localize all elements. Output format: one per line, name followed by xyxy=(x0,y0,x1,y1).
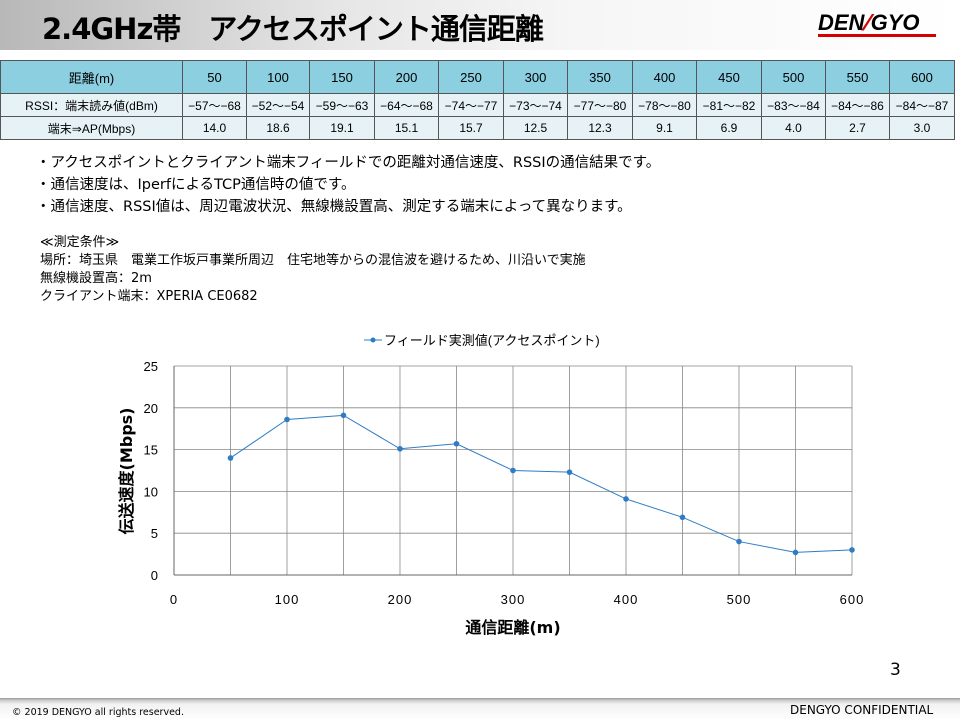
data-point xyxy=(340,412,347,419)
x-tick-label: 100 xyxy=(275,592,300,607)
distance-cell: 250 xyxy=(438,60,504,94)
logo-underline xyxy=(818,34,936,37)
throughput-cell: 12.5 xyxy=(503,116,568,140)
data-point xyxy=(566,469,573,475)
distance-cell: 550 xyxy=(825,60,890,94)
distance-cell: 200 xyxy=(374,60,439,94)
rssi-cell: −81〜−82 xyxy=(696,93,762,117)
data-point xyxy=(510,467,516,474)
rssi-cell: −57〜−68 xyxy=(182,93,247,117)
distance-cell: 450 xyxy=(696,60,762,94)
measurement-table: 距離(m) 50 100 150 200 250 300 350 400 450… xyxy=(0,60,955,140)
data-point xyxy=(736,538,742,545)
confidential-text: DENGYO CONFIDENTIAL xyxy=(790,703,934,717)
data-point xyxy=(792,549,799,556)
footer-bar xyxy=(0,698,960,720)
throughput-cell: 9.1 xyxy=(632,116,697,140)
distance-cell: 100 xyxy=(246,60,310,94)
table-row-throughput: 端末⇒AP(Mbps) 14.0 18.6 19.1 15.1 15.7 12.… xyxy=(0,116,955,140)
x-axis-label: 通信距離(m) xyxy=(465,618,560,637)
rssi-cell: −84〜−86 xyxy=(825,93,890,117)
x-tick-label: 300 xyxy=(501,592,526,607)
throughput-cell: 3.0 xyxy=(889,116,955,140)
note-item: ・通信速度は、IperfによるTCP通信時の値です。 xyxy=(36,177,356,193)
throughput-cell: 19.1 xyxy=(309,116,375,140)
chart-legend: フィールド実測値(アクセスポイント) xyxy=(364,333,600,348)
distance-cell: 50 xyxy=(182,60,247,94)
rssi-cell: −77〜−80 xyxy=(567,93,633,117)
title-bar: 2.4GHz帯 アクセスポイント通信距離 DEN/GYO xyxy=(0,0,960,50)
throughput-cell: 15.7 xyxy=(438,116,504,140)
rssi-cell: −74〜−77 xyxy=(438,93,504,117)
rssi-cell: −59〜−63 xyxy=(309,93,375,117)
rssi-cell: −52〜−54 xyxy=(246,93,310,117)
measurement-conditions: ≪測定条件≫ 場所：埼玉県 電業工作坂戸事業所周辺 住宅地等からの混信波を避ける… xyxy=(40,234,586,306)
y-axis-label: 伝送速度(Mbps) xyxy=(117,408,136,535)
table-row-distance: 距離(m) 50 100 150 200 250 300 350 400 450… xyxy=(0,60,955,94)
data-point xyxy=(453,440,460,447)
row-header-throughput: 端末⇒AP(Mbps) xyxy=(0,116,183,140)
throughput-cell: 18.6 xyxy=(246,116,310,140)
throughput-cell: 6.9 xyxy=(696,116,762,140)
rssi-cell: −64〜−68 xyxy=(374,93,439,117)
rssi-cell: −73〜−74 xyxy=(503,93,568,117)
data-points xyxy=(227,412,855,556)
rssi-cell: −78〜−80 xyxy=(632,93,697,117)
notes-list: ・アクセスポイントとクライアント端末フィールドでの距離対通信速度、RSSIの通信… xyxy=(36,152,660,218)
data-point xyxy=(397,445,403,452)
rssi-cell: −84〜−87 xyxy=(889,93,955,117)
x-tick-label: 0 xyxy=(170,592,178,607)
y-tick-label: 0 xyxy=(151,568,158,583)
distance-cell: 350 xyxy=(567,60,633,94)
chart-grid xyxy=(173,365,853,576)
data-point xyxy=(227,455,234,461)
throughput-chart: フィールド実測値(アクセスポイント) 0 100 200 300 400 500 600 0… xyxy=(117,333,865,637)
legend-label: フィールド実測値(アクセスポイント) xyxy=(384,333,600,348)
throughput-cell: 15.1 xyxy=(374,116,439,140)
y-tick-label: 20 xyxy=(144,401,158,416)
y-tick-label: 15 xyxy=(144,443,158,458)
data-point xyxy=(849,547,855,553)
row-header-rssi: RSSI：端末読み値(dBm) xyxy=(0,93,183,117)
y-tick-label: 5 xyxy=(151,526,158,541)
condition-height: 無線機設置高：2m xyxy=(40,271,152,286)
series-line xyxy=(230,414,853,553)
throughput-cell: 12.3 xyxy=(567,116,633,140)
x-tick-label: 200 xyxy=(388,592,413,607)
throughput-cell: 14.0 xyxy=(182,116,247,140)
note-item: ・通信速度、RSSI値は、周辺電波状況、無線機設置高、測定する端末によって異なり… xyxy=(36,199,632,215)
throughput-cell: 4.0 xyxy=(761,116,826,140)
throughput-cell: 2.7 xyxy=(825,116,890,140)
data-point xyxy=(679,514,686,521)
chart-axes xyxy=(173,366,852,576)
legend-marker xyxy=(370,337,376,343)
page-number: 3 xyxy=(890,660,901,680)
y-tick-label: 25 xyxy=(144,359,158,374)
data-point xyxy=(623,496,629,502)
distance-cell: 400 xyxy=(632,60,697,94)
x-tick-label: 400 xyxy=(614,592,639,607)
x-tick-label: 500 xyxy=(727,592,752,607)
condition-location: 場所：埼玉県 電業工作坂戸事業所周辺 住宅地等からの混信波を避けるため、川沿いで… xyxy=(40,253,586,268)
dengyo-logo: DEN/GYO xyxy=(818,10,920,35)
copyright-text: © 2019 DENGYO all rights reserved. xyxy=(12,707,184,718)
page-title: 2.4GHz帯 アクセスポイント通信距離 xyxy=(42,12,544,46)
x-tick-labels: 0 100 200 300 400 500 600 xyxy=(170,592,865,607)
distance-cell: 300 xyxy=(503,60,568,94)
conditions-heading: ≪測定条件≫ xyxy=(40,235,120,250)
condition-client: クライアント端末：XPERIA CE0682 xyxy=(40,289,258,304)
distance-cell: 150 xyxy=(309,60,375,94)
distance-cell: 500 xyxy=(761,60,826,94)
row-header-distance: 距離(m) xyxy=(0,60,183,94)
y-tick-labels: 0 5 10 15 20 25 xyxy=(144,359,158,583)
y-tick-label: 10 xyxy=(144,484,158,499)
distance-cell: 600 xyxy=(889,60,955,94)
x-tick-label: 600 xyxy=(840,592,865,607)
table-row-rssi: RSSI：端末読み値(dBm) −57〜−68 −52〜−54 −59〜−63 … xyxy=(0,93,955,117)
rssi-cell: −83〜−84 xyxy=(761,93,826,117)
note-item: ・アクセスポイントとクライアント端末フィールドでの距離対通信速度、RSSIの通信… xyxy=(36,155,661,171)
data-point xyxy=(284,416,290,423)
